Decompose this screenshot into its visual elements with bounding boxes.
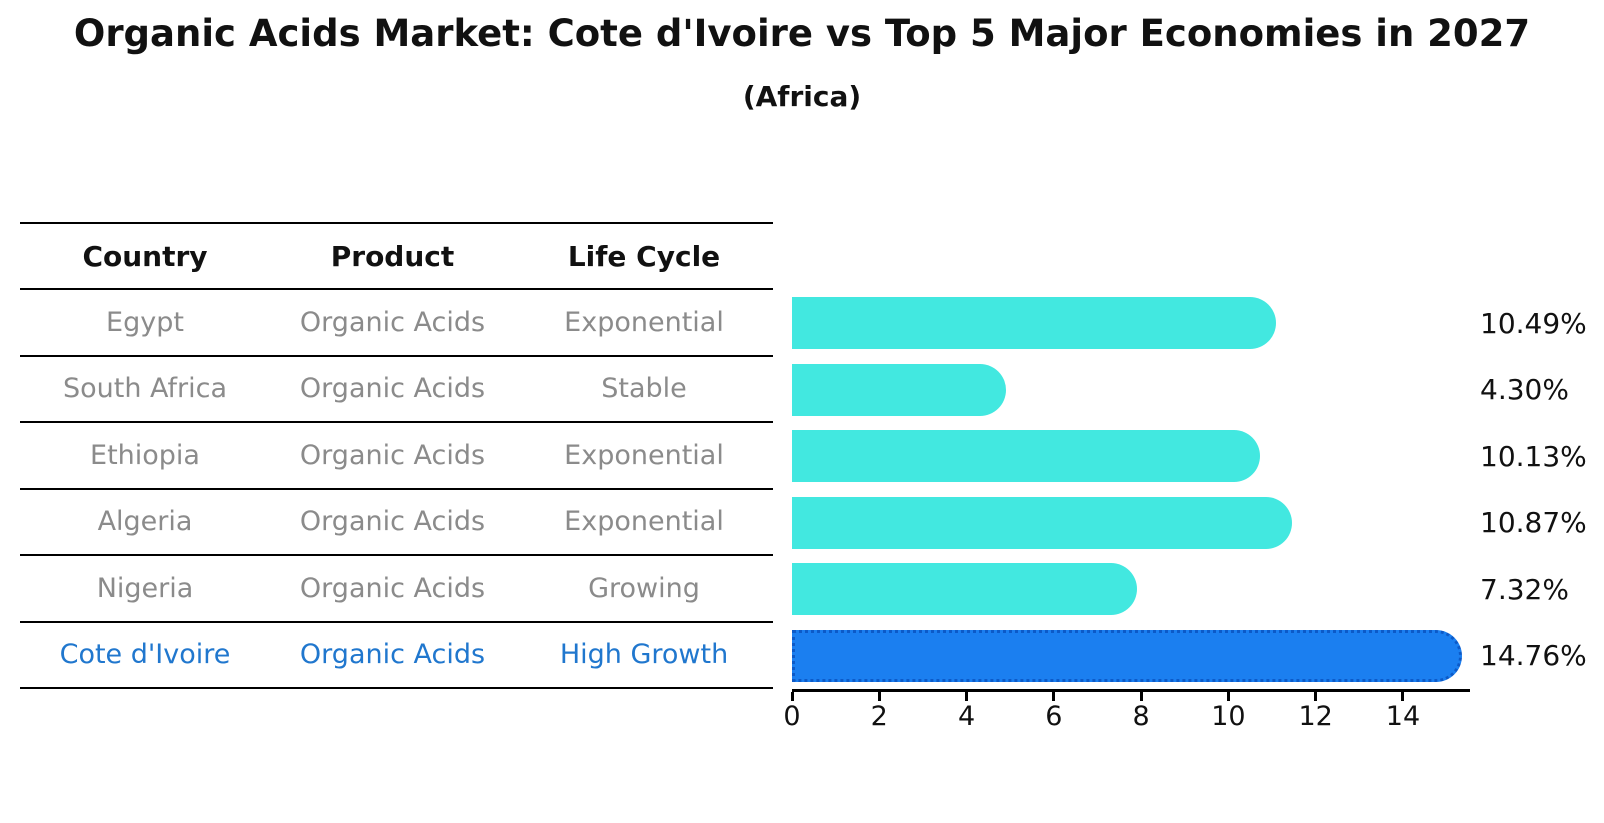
x-axis-tick-mark [1052,692,1056,701]
bar [792,297,1276,349]
table-cell-life-cycle: Exponential [564,439,724,471]
table-header-row: Country Product Life Cycle [20,222,773,290]
x-axis-tick-mark [1314,692,1318,701]
table-cell-product: Organic Acids [299,373,486,405]
x-axis-tick-label: 4 [957,701,976,732]
table-cell-country: Ethiopia [90,439,200,471]
bar [792,496,1293,549]
bar-value-label: 10.49% [1480,306,1587,340]
table-cell-life-cycle: High Growth [559,639,729,671]
bar-value-label: 14.76% [1480,639,1587,673]
bar-row [792,423,1471,490]
table-cell-country: Algeria [97,506,193,538]
table-cell-country: Egypt [106,306,184,338]
bar [792,430,1261,482]
bar-value-label: 10.87% [1480,506,1587,540]
table-cell-life-cycle: Stable [601,373,687,405]
bar-chart-plot-area [792,290,1471,689]
x-axis-tick-mark [877,692,881,701]
table-cell-product: Organic Acids [299,639,486,671]
table-cell-product: Organic Acids [299,306,486,338]
table-cell-product: Organic Acids [299,506,486,538]
x-axis-tick-label: 2 [870,701,888,732]
table-cell-life-cycle: Exponential [564,306,724,338]
bar-value-label: 10.13% [1480,439,1587,473]
x-axis-tick-label: 8 [1132,701,1150,732]
chart-title: Organic Acids Market: Cote d'Ivoire vs T… [73,12,1531,55]
table-body: Egypt Organic Acids Exponential South Af… [20,290,773,689]
x-axis-tick-mark [1139,692,1143,701]
bar-row [792,357,1471,424]
table-row: Ethiopia Organic Acids Exponential [20,423,773,490]
bar-row [792,290,1471,357]
bar [792,629,1463,682]
table-row: Cote d'Ivoire Organic Acids High Growth [20,623,773,689]
table-header-country: Country [82,239,208,273]
bar [792,363,1006,416]
table-cell-country: Cote d'Ivoire [59,639,231,671]
bar-row [792,490,1471,557]
table-cell-product: Organic Acids [299,439,486,471]
chart-subtitle: (Africa) [742,80,862,113]
x-axis-tick-label: 12 [1298,701,1333,732]
bar-row [792,556,1471,623]
x-axis-tick-label: 6 [1045,701,1063,732]
bar-value-label: 7.32% [1480,572,1569,606]
table-row: Algeria Organic Acids Exponential [20,490,773,556]
x-axis-tick-label: 10 [1211,701,1246,732]
table-row: Egypt Organic Acids Exponential [20,290,773,357]
table-cell-country: South Africa [62,373,228,405]
x-axis-tick-mark [1226,692,1230,701]
x-axis-tick-label: 0 [783,701,801,732]
x-axis-tick-mark [790,692,794,701]
table-cell-country: Nigeria [96,572,194,604]
bar [792,563,1138,615]
bar-row [792,623,1471,690]
table-row: South Africa Organic Acids Stable [20,357,773,423]
bar-value-label: 4.30% [1480,373,1569,407]
table-cell-life-cycle: Growing [588,572,700,604]
table-row: Nigeria Organic Acids Growing [20,556,773,623]
table-cell-product: Organic Acids [299,572,486,604]
table-header-life-cycle: Life Cycle [567,239,721,273]
country-table: Country Product Life Cycle Egypt Organic… [20,222,773,689]
table-cell-life-cycle: Exponential [564,506,724,538]
x-axis-line [792,689,1470,692]
x-axis-tick-mark [965,692,969,701]
x-axis-tick-label: 14 [1385,701,1421,732]
x-axis-tick-mark [1401,692,1405,701]
table-header-product: Product [330,239,455,273]
